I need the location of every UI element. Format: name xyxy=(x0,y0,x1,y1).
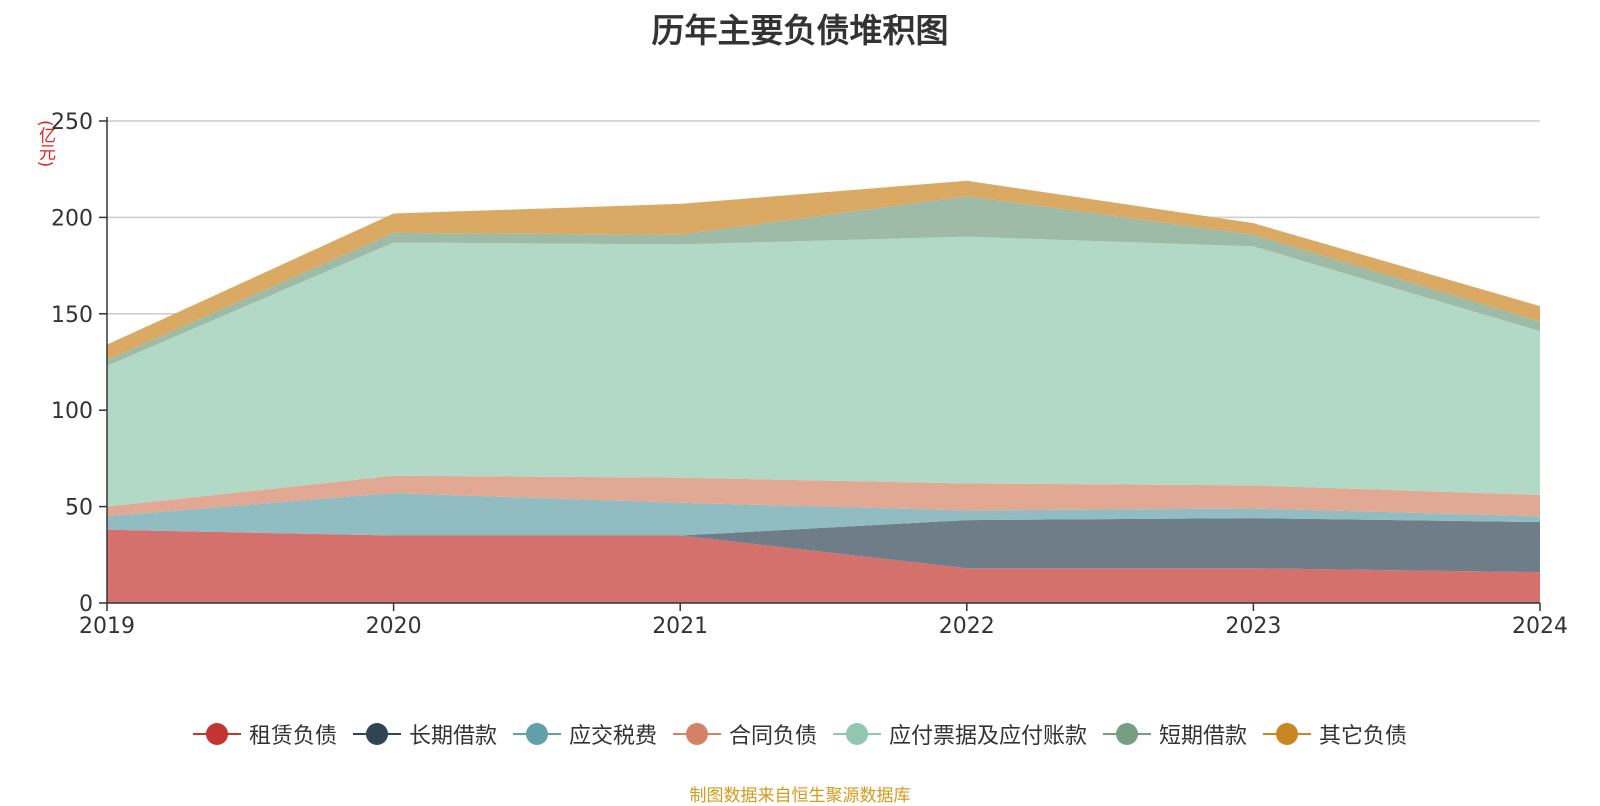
legend-item-5[interactable]: 短期借款 xyxy=(1103,718,1247,750)
legend-item-6[interactable]: 其它负债 xyxy=(1263,718,1407,750)
chart-legend: 租赁负债 长期借款 应交税费 合同负债 应付票据及应付账款 短期借款 其它负债 xyxy=(0,718,1600,750)
area-series-3[interactable] xyxy=(107,475,1540,517)
x-axis-tick-labels: 2019 2020 2021 2022 2023 2024 xyxy=(79,614,1568,639)
y-tick-label: 100 xyxy=(51,399,93,424)
area-series-6[interactable] xyxy=(107,180,1540,361)
y-tick-label: 200 xyxy=(51,206,93,231)
x-tick-label: 2020 xyxy=(366,614,422,639)
area-series-2[interactable] xyxy=(107,493,1540,536)
legend-label: 租赁负债 xyxy=(248,724,337,749)
series-areas xyxy=(107,180,1540,603)
y-tick-label: 0 xyxy=(79,592,93,617)
area-series-5[interactable] xyxy=(107,196,1540,366)
x-tick-label: 2021 xyxy=(652,614,708,639)
legend-item-1[interactable]: 长期借款 xyxy=(352,718,497,750)
area-series-0[interactable] xyxy=(107,529,1540,603)
legend-item-4[interactable]: 应付票据及应付账款 xyxy=(833,718,1087,750)
legend-marker-icon xyxy=(1103,721,1152,747)
legend-marker-icon xyxy=(833,721,881,747)
x-tick-label: 2022 xyxy=(939,614,995,639)
legend-label: 应付票据及应付账款 xyxy=(889,724,1088,749)
y-axis-unit-label: (亿元) xyxy=(35,120,55,168)
stacked-area-chart: 0 50 100 150 200 250 2019 2020 2021 2022 2023 2024 xyxy=(51,110,1568,639)
y-tick-label: 150 xyxy=(51,303,93,328)
legend-item-0[interactable]: 租赁负债 xyxy=(192,718,337,750)
legend-marker-icon xyxy=(512,721,561,747)
legend-label: 短期借款 xyxy=(1159,724,1248,749)
data-source-note: 制图数据来自恒生聚源数据库 xyxy=(689,786,911,806)
legend-label: 长期借款 xyxy=(408,724,497,749)
area-series-4[interactable] xyxy=(107,236,1540,507)
legend-label: 其它负债 xyxy=(1319,724,1408,749)
chart-title: 历年主要负债堆积图 xyxy=(651,11,949,50)
area-series-1[interactable] xyxy=(107,518,1540,573)
x-tick-label: 2023 xyxy=(1225,614,1281,639)
legend-marker-icon xyxy=(352,721,401,747)
y-tick-label: 50 xyxy=(65,496,93,521)
legend-item-3[interactable]: 合同负债 xyxy=(672,718,817,750)
legend-marker-icon xyxy=(672,721,721,747)
legend-label: 应交税费 xyxy=(568,724,657,749)
x-tick-label: 2019 xyxy=(79,614,135,639)
x-tick-label: 2024 xyxy=(1512,614,1568,639)
legend-item-2[interactable]: 应交税费 xyxy=(512,718,657,750)
legend-label: 合同负债 xyxy=(728,724,817,749)
legend-marker-icon xyxy=(192,721,241,747)
y-axis-tick-labels: 0 50 100 150 200 250 xyxy=(51,110,93,617)
y-tick-label: 250 xyxy=(51,110,93,135)
axes xyxy=(99,117,1541,611)
legend-marker-icon xyxy=(1263,721,1312,747)
